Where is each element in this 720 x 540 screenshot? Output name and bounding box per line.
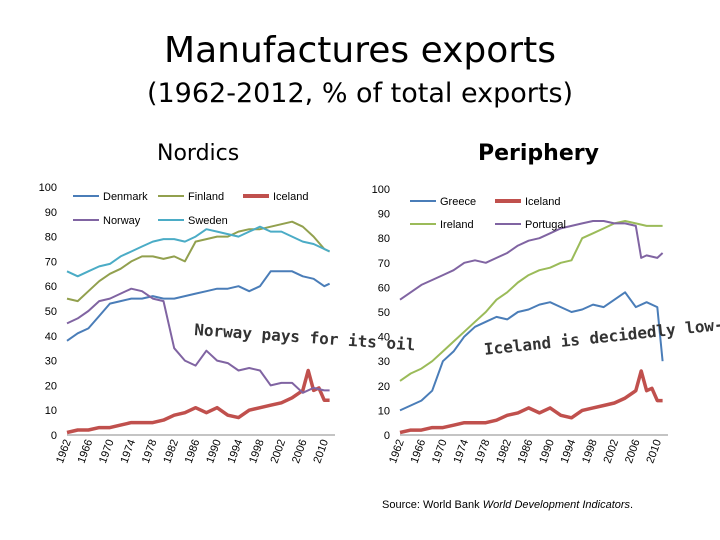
x-tick-label: 1974 <box>451 438 471 465</box>
nordics-chart-title: Nordics <box>157 141 240 166</box>
y-tick-label: 50 <box>45 306 57 318</box>
series-line-ireland <box>399 220 663 382</box>
y-tick-label: 60 <box>378 282 390 294</box>
y-tick-label: 0 <box>384 430 390 442</box>
x-tick-label: 1986 <box>516 438 536 465</box>
x-tick-label: 1966 <box>76 438 96 465</box>
x-tick-label: 1966 <box>409 438 429 465</box>
x-tick-label: 2010 <box>644 438 664 465</box>
x-tick-label: 1970 <box>97 438 117 465</box>
x-tick-label: 1974 <box>118 438 138 465</box>
legend-label-portugal: Portugal <box>525 219 566 231</box>
legend-label-iceland: Iceland <box>525 196 560 208</box>
periphery-chart-title: Periphery <box>478 141 599 166</box>
y-tick-label: 20 <box>45 380 57 392</box>
source-suffix: . <box>630 499 634 511</box>
y-tick-label: 30 <box>378 356 390 368</box>
x-tick-label: 2006 <box>290 438 310 465</box>
page-title: Manufactures exports <box>164 30 556 71</box>
y-tick-label: 40 <box>378 332 390 344</box>
y-tick-label: 30 <box>45 356 57 368</box>
legend-label-greece: Greece <box>440 196 476 208</box>
y-tick-label: 90 <box>45 207 57 219</box>
x-tick-label: 2006 <box>623 438 643 465</box>
x-tick-label: 1994 <box>226 438 246 465</box>
y-tick-label: 80 <box>45 232 57 244</box>
y-tick-label: 80 <box>378 233 390 245</box>
series-line-portugal <box>399 220 664 301</box>
x-tick-label: 1990 <box>204 438 224 465</box>
series-line-denmark <box>66 270 331 342</box>
x-tick-label: 2002 <box>602 438 622 465</box>
series-line-greece <box>399 291 664 412</box>
x-tick-label: 1986 <box>183 438 203 465</box>
y-tick-label: 90 <box>378 209 390 221</box>
x-tick-label: 2010 <box>311 438 331 465</box>
y-tick-label: 20 <box>378 381 390 393</box>
y-tick-label: 100 <box>372 184 390 196</box>
legend-label-sweden: Sweden <box>188 215 228 227</box>
legend-label-finland: Finland <box>188 191 224 203</box>
x-tick-label: 1962 <box>387 438 407 465</box>
y-tick-label: 50 <box>378 307 390 319</box>
series-line-iceland <box>66 368 330 435</box>
y-tick-label: 0 <box>51 430 57 442</box>
x-tick-label: 1970 <box>430 438 450 465</box>
series-line-norway <box>66 287 330 394</box>
x-tick-label: 1978 <box>473 438 493 465</box>
y-tick-label: 100 <box>39 182 57 194</box>
series-line-iceland <box>399 369 663 435</box>
x-tick-label: 1998 <box>247 438 267 465</box>
y-tick-label: 70 <box>378 258 390 270</box>
legend-label-iceland: Iceland <box>273 191 308 203</box>
x-tick-label: 1978 <box>140 438 160 465</box>
y-tick-label: 10 <box>45 405 57 417</box>
x-tick-label: 1962 <box>54 438 74 465</box>
y-tick-label: 40 <box>45 331 57 343</box>
series-line-finland <box>66 220 331 303</box>
y-tick-label: 70 <box>45 256 57 268</box>
page-subtitle: (1962-2012, % of total exports) <box>146 78 574 109</box>
x-tick-label: 1982 <box>161 438 181 465</box>
source-prefix: Source: World Bank <box>382 499 483 511</box>
series-line-sweden <box>66 225 331 278</box>
source-italic: World Development Indicators <box>482 499 631 511</box>
legend-label-norway: Norway <box>103 215 141 227</box>
x-tick-label: 1994 <box>559 438 579 465</box>
legend-label-ireland: Ireland <box>440 219 474 231</box>
x-tick-label: 1982 <box>494 438 514 465</box>
x-tick-label: 2002 <box>269 438 289 465</box>
source-note: Source: World Bank World Development Ind… <box>382 499 633 511</box>
y-tick-label: 60 <box>45 281 57 293</box>
x-tick-label: 1990 <box>537 438 557 465</box>
y-tick-label: 10 <box>378 405 390 417</box>
x-tick-label: 1998 <box>580 438 600 465</box>
legend-label-denmark: Denmark <box>103 191 148 203</box>
